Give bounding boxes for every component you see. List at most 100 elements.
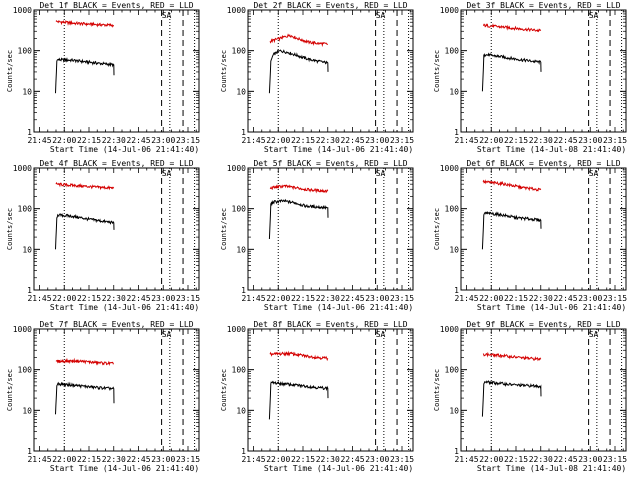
saa-marker-label: SA bbox=[589, 169, 599, 178]
x-tick-label: 23:15 bbox=[390, 136, 414, 145]
x-tick-label: 22:30 bbox=[316, 136, 340, 145]
y-tick-label: 1 bbox=[241, 128, 246, 137]
x-tick-label: 23:15 bbox=[176, 136, 200, 145]
x-tick-label: 21:45 bbox=[27, 294, 51, 303]
y-tick-label: 1000 bbox=[227, 164, 246, 173]
x-axis-label: Start Time (14-Jul-08 21:41:40) bbox=[477, 464, 626, 473]
x-tick-label: 22:15 bbox=[504, 136, 528, 145]
y-tick-label: 1 bbox=[27, 447, 32, 456]
y-tick-label: 100 bbox=[18, 47, 33, 56]
chart-title: Det 5f BLACK = Events, RED = LLD bbox=[253, 159, 407, 168]
x-tick-label: 21:45 bbox=[454, 136, 478, 145]
y-axis-label: Counts/sec bbox=[433, 369, 441, 411]
x-axis-label: Start Time (14-Jul-06 21:41:40) bbox=[50, 303, 199, 312]
y-axis-label: Counts/sec bbox=[433, 208, 441, 250]
x-tick-label: 22:45 bbox=[126, 294, 150, 303]
chart-title: Det 3f BLACK = Events, RED = LLD bbox=[466, 1, 620, 10]
y-tick-label: 1 bbox=[454, 447, 459, 456]
x-tick-label: 22:30 bbox=[102, 455, 126, 464]
x-tick-label: 22:30 bbox=[102, 136, 126, 145]
y-tick-label: 1 bbox=[241, 286, 246, 295]
series-line-events bbox=[55, 381, 115, 415]
y-tick-label: 1000 bbox=[13, 164, 32, 173]
x-tick-label: 21:45 bbox=[454, 294, 478, 303]
y-tick-label: 1000 bbox=[440, 164, 459, 173]
series-line-lld bbox=[483, 23, 542, 33]
series-line-events bbox=[55, 213, 115, 250]
saa-marker-label: SA bbox=[589, 330, 599, 339]
series-line-lld bbox=[482, 351, 542, 362]
x-axis-label: Start Time (14-Jul-08 21:41:40) bbox=[477, 145, 626, 154]
plot-frame bbox=[460, 167, 627, 291]
x-tick-label: 23:00 bbox=[151, 294, 175, 303]
y-tick-label: 100 bbox=[18, 205, 33, 214]
y-tick-label: 100 bbox=[232, 47, 247, 56]
series-line-lld bbox=[482, 179, 542, 192]
y-tick-label: 10 bbox=[449, 245, 459, 254]
x-tick-label: 23:00 bbox=[151, 136, 175, 145]
y-tick-label: 100 bbox=[232, 366, 247, 375]
x-tick-label: 22:45 bbox=[340, 136, 364, 145]
y-tick-label: 100 bbox=[18, 366, 33, 375]
x-tick-label: 23:15 bbox=[176, 455, 200, 464]
saa-marker-label: SA bbox=[376, 11, 386, 20]
x-tick-label: 22:15 bbox=[504, 455, 528, 464]
x-tick-label: 22:15 bbox=[77, 455, 101, 464]
series-line-lld bbox=[269, 184, 329, 194]
x-tick-label: 22:30 bbox=[102, 294, 126, 303]
x-tick-label: 22:15 bbox=[77, 136, 101, 145]
saa-marker-label: SA bbox=[162, 169, 172, 178]
chart-panel-5: Det 5f BLACK = Events, RED = LLD Counts/s… bbox=[220, 159, 414, 312]
y-tick-label: 10 bbox=[236, 406, 246, 415]
y-axis-label: Counts/sec bbox=[220, 50, 228, 92]
y-tick-label: 10 bbox=[449, 87, 459, 96]
chart-panel-6: Det 6f BLACK = Events, RED = LLD Counts/s… bbox=[433, 159, 627, 312]
chart-panel-4: Det 4f BLACK = Events, RED = LLD Counts/s… bbox=[6, 159, 200, 312]
y-tick-label: 1000 bbox=[440, 6, 459, 15]
x-tick-label: 23:00 bbox=[578, 294, 602, 303]
x-tick-label: 22:45 bbox=[553, 136, 577, 145]
y-tick-label: 10 bbox=[449, 406, 459, 415]
y-axis-label: Counts/sec bbox=[6, 50, 14, 92]
x-tick-label: 22:00 bbox=[266, 294, 290, 303]
series-line-lld bbox=[55, 357, 114, 367]
y-tick-label: 1000 bbox=[227, 6, 246, 15]
x-tick-label: 23:15 bbox=[176, 294, 200, 303]
x-tick-label: 22:30 bbox=[316, 294, 340, 303]
x-tick-label: 22:45 bbox=[126, 136, 150, 145]
y-axis-label: Counts/sec bbox=[433, 50, 441, 92]
y-tick-label: 100 bbox=[232, 205, 247, 214]
chart-panel-9: Det 9f BLACK = Events, RED = LLD Counts/s… bbox=[433, 320, 627, 473]
x-tick-label: 22:15 bbox=[291, 136, 315, 145]
x-tick-label: 22:15 bbox=[291, 455, 315, 464]
chart-title: Det 7f BLACK = Events, RED = LLD bbox=[39, 320, 193, 329]
saa-marker-label: SA bbox=[376, 169, 386, 178]
y-tick-label: 10 bbox=[236, 87, 246, 96]
chart-panel-7: Det 7f BLACK = Events, RED = LLD Counts/s… bbox=[6, 320, 200, 473]
y-tick-label: 10 bbox=[22, 87, 32, 96]
x-tick-label: 22:00 bbox=[52, 294, 76, 303]
x-tick-label: 21:45 bbox=[241, 136, 265, 145]
x-tick-label: 22:30 bbox=[316, 455, 340, 464]
x-tick-label: 22:45 bbox=[553, 455, 577, 464]
y-tick-label: 1000 bbox=[227, 325, 246, 334]
x-tick-label: 23:15 bbox=[390, 294, 414, 303]
series-line-events bbox=[481, 211, 542, 250]
y-tick-label: 10 bbox=[236, 245, 246, 254]
x-tick-label: 22:15 bbox=[291, 294, 315, 303]
x-axis-label: Start Time (14-Jul-06 21:41:40) bbox=[50, 464, 199, 473]
y-axis-label: Counts/sec bbox=[6, 369, 14, 411]
y-tick-label: 1 bbox=[241, 447, 246, 456]
plot-frame bbox=[33, 9, 200, 133]
chart-title: Det 8f BLACK = Events, RED = LLD bbox=[253, 320, 407, 329]
series-line-events bbox=[481, 52, 542, 92]
x-tick-label: 22:30 bbox=[529, 455, 553, 464]
x-tick-label: 22:30 bbox=[529, 136, 553, 145]
x-tick-label: 22:00 bbox=[266, 455, 290, 464]
x-tick-label: 22:15 bbox=[77, 294, 101, 303]
y-tick-label: 100 bbox=[445, 47, 460, 56]
series-line-events bbox=[55, 57, 115, 94]
x-axis-label: Start Time (14-Jul-06 21:41:40) bbox=[50, 145, 199, 154]
x-tick-label: 21:45 bbox=[27, 136, 51, 145]
